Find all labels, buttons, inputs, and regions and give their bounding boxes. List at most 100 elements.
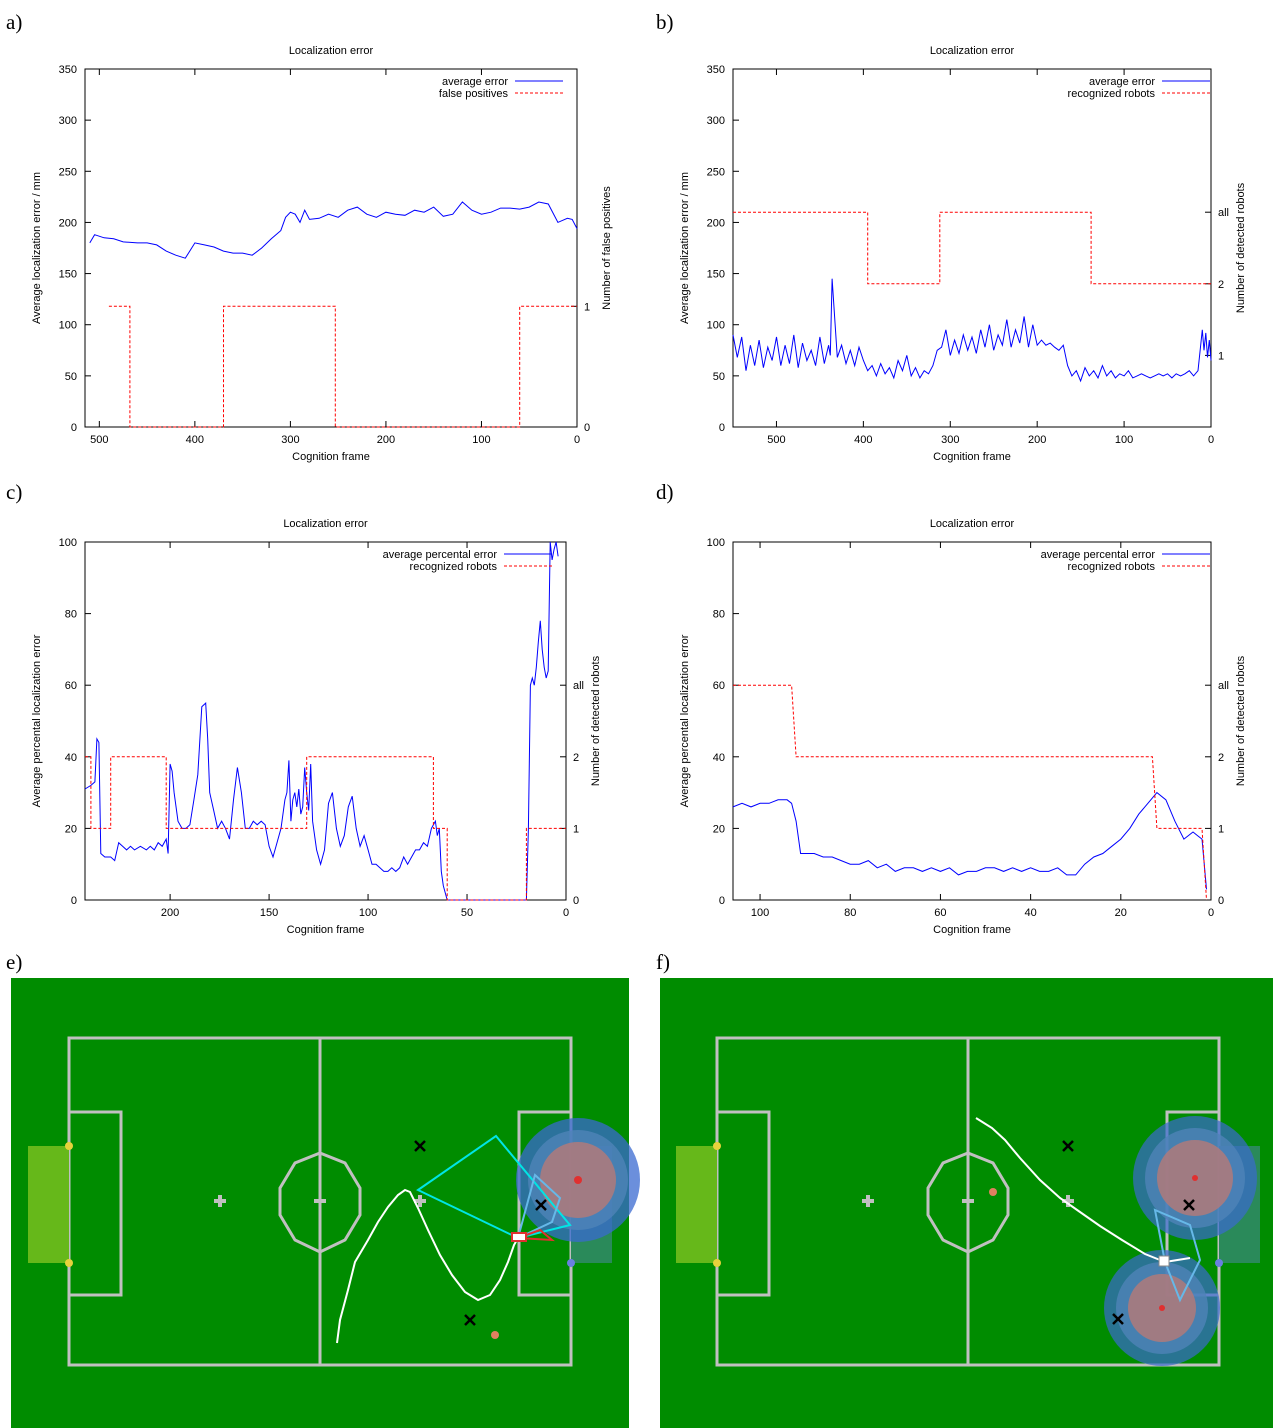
- series-line-2: [733, 684, 1207, 901]
- x-tick-label: 300: [281, 434, 299, 446]
- x-tick-label: 100: [359, 907, 377, 919]
- legend-label-1: average percental error: [1041, 549, 1156, 561]
- chart-title: Localization error: [289, 45, 374, 57]
- series-line-2: [85, 756, 566, 901]
- x-tick-label: 150: [260, 907, 278, 919]
- y-tick-label: 0: [719, 895, 725, 907]
- y-tick-label: 300: [59, 115, 77, 127]
- x-tick-label: 0: [1208, 434, 1214, 446]
- x-tick-label: 60: [934, 907, 946, 919]
- y-tick-label: 40: [65, 752, 77, 764]
- x-tick-label: 500: [767, 434, 785, 446]
- y2-tick-label: all: [1218, 207, 1229, 219]
- x-tick-label: 200: [377, 434, 395, 446]
- x-axis-label: Cognition frame: [287, 924, 365, 936]
- panel-letter-d: d): [656, 480, 674, 504]
- y-tick-label: 100: [59, 320, 77, 332]
- y2-tick-label: 1: [1218, 823, 1224, 835]
- series-line-2: [108, 305, 577, 428]
- y-tick-label: 60: [65, 680, 77, 692]
- plot-frame: [732, 68, 1212, 428]
- y2-tick-label: 2: [1218, 279, 1224, 291]
- plot-frame: [84, 541, 567, 901]
- x-tick-label: 400: [186, 434, 204, 446]
- x-tick-label: 500: [90, 434, 108, 446]
- y-tick-label: 300: [707, 115, 725, 127]
- y-tick-label: 200: [707, 217, 725, 229]
- x-tick-label: 20: [1115, 907, 1127, 919]
- panel-letter-e: e): [6, 950, 23, 974]
- y-tick-label: 250: [707, 166, 725, 178]
- x-tick-label: 0: [1208, 907, 1214, 919]
- series-line-1: [732, 278, 1212, 383]
- y-tick-label: 80: [65, 609, 77, 621]
- chart-a: Localization error 500 400 300 200 100 00 50 100…: [31, 45, 613, 463]
- x-tick-label: 200: [161, 907, 179, 919]
- y-tick-label: 350: [707, 64, 725, 76]
- panel-letter-f: f): [656, 950, 670, 974]
- series-line-2: [733, 211, 1211, 285]
- legend-label-2: recognized robots: [410, 561, 498, 573]
- y-tick-label: 0: [71, 895, 77, 907]
- x-tick-label: 50: [461, 907, 473, 919]
- y2-tick-label: 0: [1218, 895, 1224, 907]
- legend-label-2: recognized robots: [1068, 561, 1156, 573]
- y-axis-label: Average percental localization error: [31, 634, 43, 807]
- panel-letter-a: a): [6, 10, 23, 34]
- chart-title: Localization error: [930, 45, 1015, 57]
- y-tick-label: 350: [59, 64, 77, 76]
- x-axis-label: Cognition frame: [933, 451, 1011, 463]
- y-tick-label: 20: [713, 823, 725, 835]
- x-tick-label: 300: [941, 434, 959, 446]
- plot-frame: [732, 541, 1212, 901]
- x-tick-label: 80: [844, 907, 856, 919]
- y-tick-label: 20: [65, 823, 77, 835]
- y2-axis-label: Number of false positives: [601, 186, 613, 310]
- y-axis-label: Average localization error / mm: [679, 172, 691, 324]
- legend-label-2: recognized robots: [1068, 88, 1156, 100]
- y-tick-label: 100: [59, 537, 77, 549]
- chart-title: Localization error: [283, 518, 368, 530]
- y2-tick-label: 1: [573, 823, 579, 835]
- y-tick-label: 80: [713, 609, 725, 621]
- y2-tick-label: 0: [573, 895, 579, 907]
- legend-label-1: average error: [1089, 76, 1155, 88]
- y2-tick-label: 1: [1218, 350, 1224, 362]
- y-tick-label: 0: [719, 422, 725, 434]
- y2-tick-label: 1: [584, 301, 590, 313]
- x-axis-label: Cognition frame: [933, 924, 1011, 936]
- y-tick-label: 100: [707, 537, 725, 549]
- series-line-1: [732, 791, 1207, 890]
- y-axis-label: Average percental localization error: [679, 634, 691, 807]
- y2-tick-label: 2: [1218, 752, 1224, 764]
- x-tick-label: 40: [1024, 907, 1036, 919]
- y-axis-label: Average localization error / mm: [31, 172, 43, 324]
- x-tick-label: 100: [1115, 434, 1133, 446]
- y2-tick-label: all: [573, 680, 584, 692]
- legend-label-1: average percental error: [383, 549, 498, 561]
- legend-label-1: average error: [442, 76, 508, 88]
- x-tick-label: 0: [574, 434, 580, 446]
- series-line-1: [84, 541, 559, 901]
- y-tick-label: 100: [707, 320, 725, 332]
- chart-title: Localization error: [930, 518, 1015, 530]
- y-tick-label: 40: [713, 752, 725, 764]
- plot-frame: [84, 68, 578, 428]
- x-tick-label: 100: [472, 434, 490, 446]
- x-tick-label: 0: [563, 907, 569, 919]
- y-tick-label: 50: [65, 371, 77, 383]
- series-line-1: [89, 201, 578, 259]
- panel-letter-b: b): [656, 10, 674, 34]
- panel-letter-c: c): [6, 480, 23, 504]
- y-tick-label: 150: [59, 269, 77, 281]
- y-tick-label: 60: [713, 680, 725, 692]
- y-tick-label: 200: [59, 217, 77, 229]
- y2-tick-label: 0: [584, 422, 590, 434]
- y-tick-label: 250: [59, 166, 77, 178]
- x-axis-label: Cognition frame: [292, 451, 370, 463]
- x-tick-label: 400: [854, 434, 872, 446]
- y2-axis-label: Number of detected robots: [1235, 655, 1247, 786]
- y-tick-label: 50: [713, 371, 725, 383]
